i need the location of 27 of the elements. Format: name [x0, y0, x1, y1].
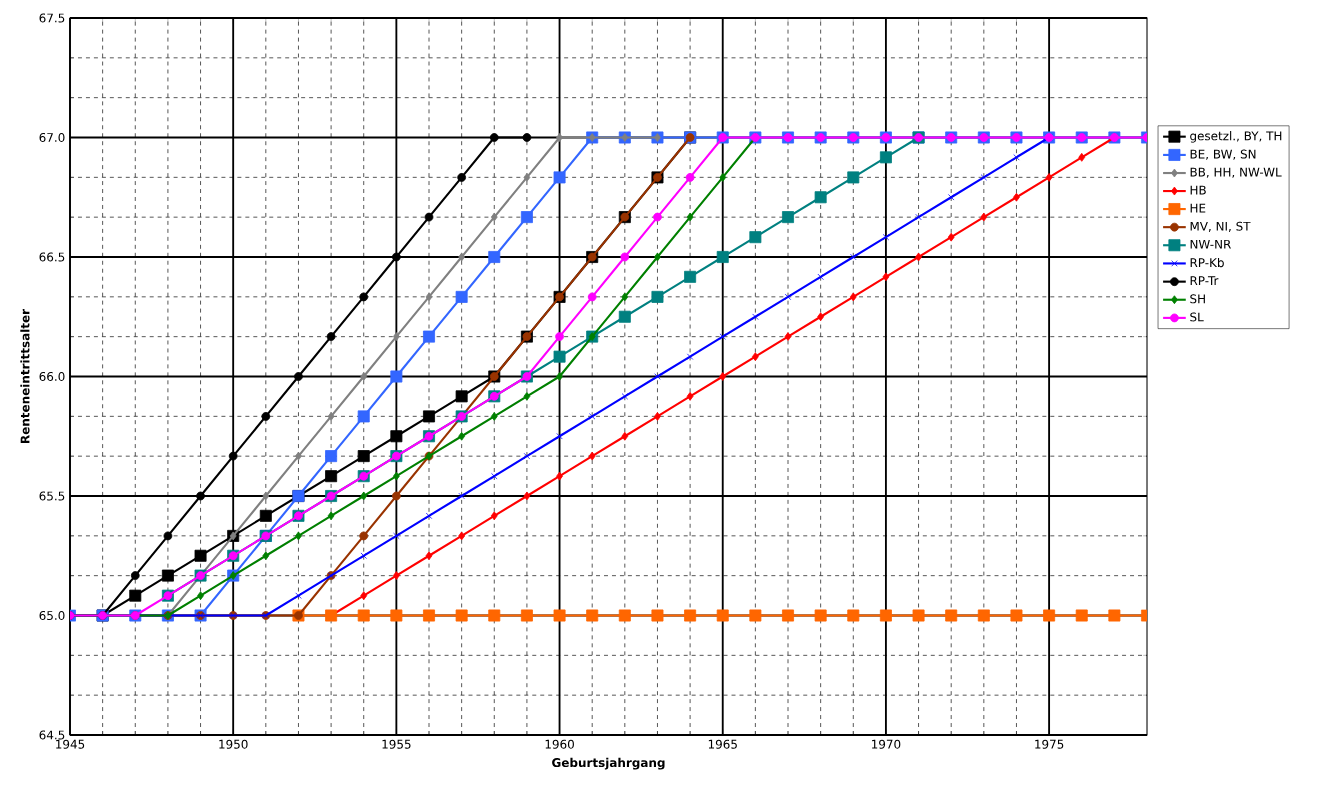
- x-axis-title: Geburtsjahrgang: [552, 757, 665, 770]
- legend-label: HB: [1190, 185, 1206, 195]
- legend-label: MV, NI, ST: [1190, 221, 1251, 232]
- legend-label: SL: [1190, 312, 1204, 322]
- y-tick-label: 67.5: [39, 13, 65, 23]
- x-tick-label: 1950: [219, 739, 248, 749]
- legend-label: gesetzl., BY, TH: [1190, 131, 1282, 143]
- y-tick-label: 66.0: [39, 371, 65, 382]
- x-tick-label: 1960: [545, 739, 574, 749]
- legend-label: BB, HH, NW-WL: [1190, 167, 1282, 178]
- x-tick-label: 1970: [872, 739, 901, 749]
- x-tick-label: 1945: [56, 739, 85, 749]
- legend-label: BE, BW, SN: [1190, 149, 1256, 160]
- legend-label: RP-Tr: [1190, 276, 1219, 285]
- legend-label: RP-Kb: [1190, 257, 1224, 268]
- legend-label: NW-NR: [1190, 239, 1231, 249]
- y-tick-label: 66.5: [39, 252, 65, 262]
- legend-label: HE: [1190, 203, 1206, 213]
- x-tick-label: 1975: [1035, 739, 1064, 749]
- x-tick-label: 1965: [708, 739, 737, 749]
- legend-label: SH: [1190, 294, 1205, 304]
- x-tick-label: 1955: [382, 739, 411, 749]
- y-tick-label: 65.0: [39, 610, 65, 621]
- y-axis-title: Renteneintrittsalter: [20, 309, 30, 443]
- y-tick-label: 64.5: [39, 730, 65, 740]
- y-tick-label: 67.0: [39, 132, 65, 143]
- y-tick-label: 65.5: [39, 491, 65, 501]
